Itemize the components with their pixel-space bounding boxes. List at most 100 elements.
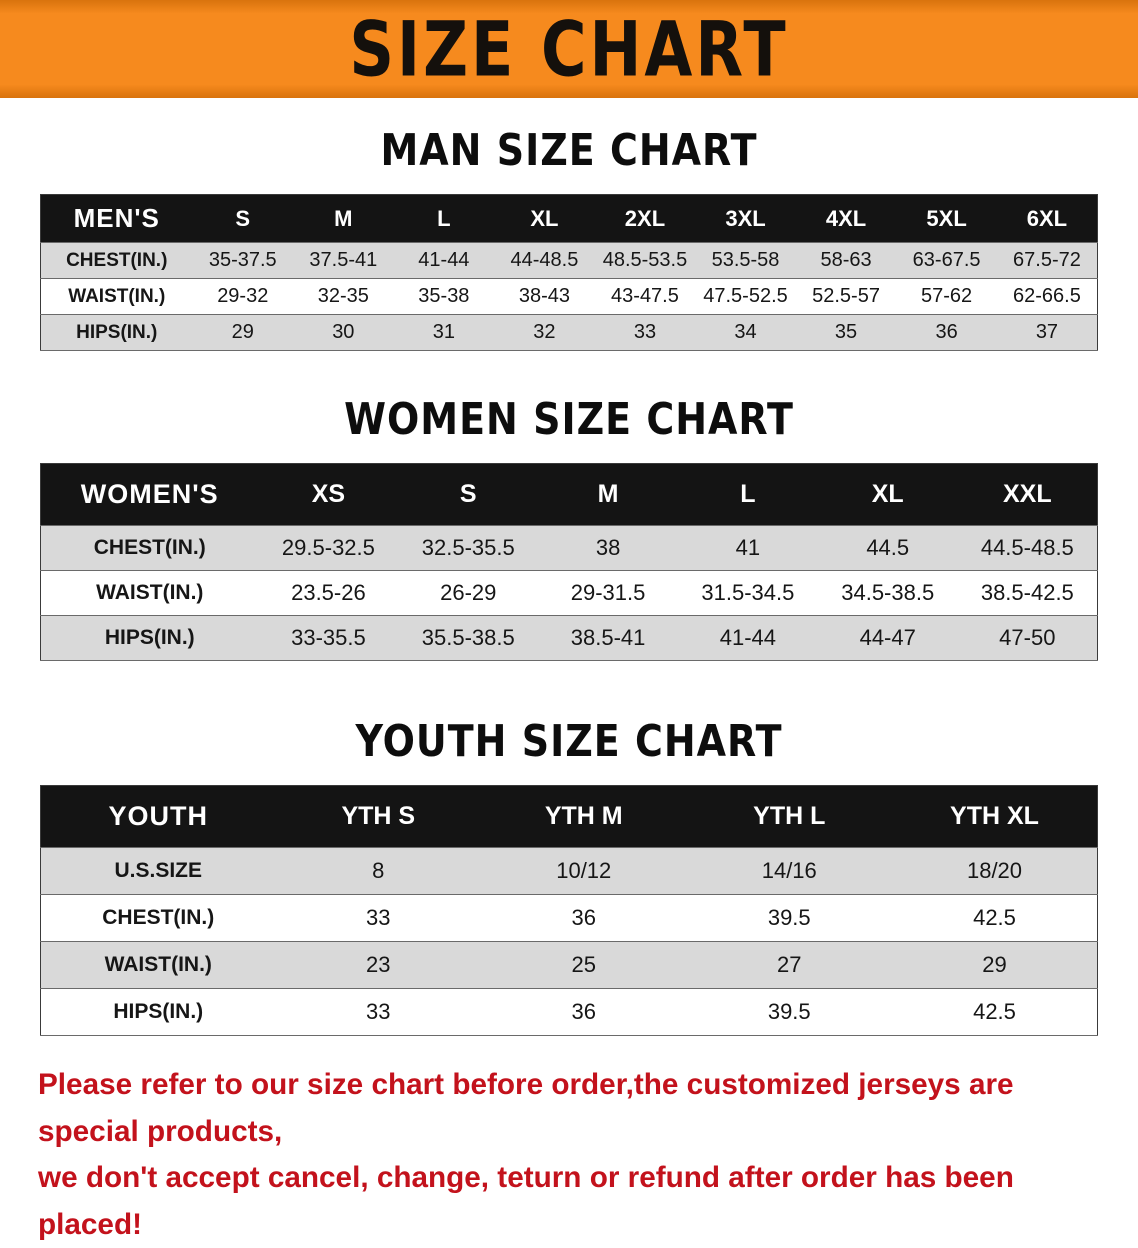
table-row: CHEST(IN.) 29.5-32.5 32.5-35.5 38 41 44.5 44.5… xyxy=(40,525,1098,571)
size-header-cell: XXL xyxy=(957,463,1098,526)
disclaimer-line-2: we don't accept cancel, change, teturn o… xyxy=(38,1161,1014,1241)
value-cell: 35-38 xyxy=(393,278,495,315)
value-cell: 39.5 xyxy=(686,894,892,942)
table-row: HIPS(IN.) 33-35.5 35.5-38.5 38.5-41 41-44 44-… xyxy=(40,615,1098,661)
value-cell: 41-44 xyxy=(393,242,495,279)
size-header-cell: S xyxy=(192,194,294,243)
size-header-cell: YTH M xyxy=(481,785,687,848)
value-cell: 36 xyxy=(896,314,997,351)
value-cell: 41 xyxy=(677,525,818,571)
value-cell: 44-47 xyxy=(817,615,958,661)
row-label-cell: U.S.SIZE xyxy=(40,847,276,895)
value-cell: 34 xyxy=(695,314,796,351)
page-title: SIZE CHART xyxy=(349,4,789,94)
value-cell: 18/20 xyxy=(892,847,1098,895)
table-row: CHEST(IN.) 35-37.5 37.5-41 41-44 44-48.5 48.5… xyxy=(40,242,1098,279)
table-row: HIPS(IN.) 29 30 31 32 33 34 35 36 37 xyxy=(40,314,1098,351)
row-label-cell: HIPS(IN.) xyxy=(40,615,259,661)
value-cell: 47-50 xyxy=(957,615,1098,661)
value-cell: 44.5 xyxy=(817,525,958,571)
value-cell: 47.5-52.5 xyxy=(695,278,796,315)
value-cell: 41-44 xyxy=(677,615,818,661)
value-cell: 31 xyxy=(393,314,495,351)
size-header-cell: XL xyxy=(817,463,958,526)
size-header-cell: 6XL xyxy=(996,194,1098,243)
size-header-cell: L xyxy=(677,463,818,526)
value-cell: 67.5-72 xyxy=(996,242,1098,279)
value-cell: 32 xyxy=(494,314,595,351)
value-cell: 8 xyxy=(275,847,481,895)
value-cell: 42.5 xyxy=(892,988,1098,1036)
value-cell: 52.5-57 xyxy=(795,278,897,315)
size-header-cell: 5XL xyxy=(896,194,997,243)
value-cell: 38.5-41 xyxy=(538,615,678,661)
value-cell: 38-43 xyxy=(494,278,595,315)
value-cell: 27 xyxy=(686,941,892,989)
value-cell: 63-67.5 xyxy=(896,242,997,279)
size-header-cell: XL xyxy=(494,194,595,243)
value-cell: 36 xyxy=(481,988,687,1036)
youth-size-table: YOUTH YTH S YTH M YTH L YTH XL U.S.SIZE 8 10/12… xyxy=(40,785,1098,1036)
value-cell: 44.5-48.5 xyxy=(957,525,1098,571)
value-cell: 35-37.5 xyxy=(192,242,294,279)
size-header-cell: XS xyxy=(258,463,399,526)
value-cell: 58-63 xyxy=(795,242,897,279)
value-cell: 23 xyxy=(275,941,481,989)
table-row: CHEST(IN.) 33 36 39.5 42.5 xyxy=(40,894,1098,942)
value-cell: 32-35 xyxy=(293,278,394,315)
value-cell: 14/16 xyxy=(686,847,892,895)
value-cell: 29 xyxy=(192,314,294,351)
row-label-cell: CHEST(IN.) xyxy=(40,894,276,942)
value-cell: 37 xyxy=(996,314,1098,351)
size-header-cell: YTH L xyxy=(686,785,892,848)
table-row: WAIST(IN.) 23.5-26 26-29 29-31.5 31.5-34.5 34… xyxy=(40,570,1098,616)
size-header-cell: 4XL xyxy=(795,194,897,243)
value-cell: 44-48.5 xyxy=(494,242,595,279)
size-header-cell: S xyxy=(398,463,539,526)
row-label-cell: WAIST(IN.) xyxy=(40,941,276,989)
men-size-table: MEN'S S M L XL 2XL 3XL 4XL 5XL 6XL CHEST(IN.) 35-37… xyxy=(40,194,1098,351)
row-label-cell: WAIST(IN.) xyxy=(40,570,259,616)
value-cell: 57-62 xyxy=(896,278,997,315)
value-cell: 38 xyxy=(538,525,678,571)
value-cell: 35 xyxy=(795,314,897,351)
value-cell: 37.5-41 xyxy=(293,242,394,279)
men-section-heading: MAN SIZE CHART xyxy=(380,124,758,176)
table-title-cell: YOUTH xyxy=(40,785,276,848)
youth-section: YOUTH SIZE CHART YOUTH YTH S YTH M YTH L YTH… xyxy=(0,716,1138,1036)
value-cell: 29-31.5 xyxy=(538,570,678,616)
table-row: WAIST(IN.) 23 25 27 29 xyxy=(40,941,1098,989)
value-cell: 32.5-35.5 xyxy=(398,525,539,571)
row-label-cell: CHEST(IN.) xyxy=(40,242,193,279)
table-header-row: MEN'S S M L XL 2XL 3XL 4XL 5XL 6XL xyxy=(40,194,1098,243)
disclaimer: Please refer to our size chart before or… xyxy=(38,1062,1089,1248)
size-header-cell: 2XL xyxy=(594,194,696,243)
women-size-table: WOMEN'S XS S M L XL XXL CHEST(IN.) 29.5-32.5 32.5… xyxy=(40,463,1098,661)
disclaimer-line-1: Please refer to our size chart before or… xyxy=(38,1068,1014,1148)
table-title-cell: WOMEN'S xyxy=(40,463,259,526)
value-cell: 62-66.5 xyxy=(996,278,1098,315)
value-cell: 10/12 xyxy=(481,847,687,895)
value-cell: 33 xyxy=(275,894,481,942)
value-cell: 29 xyxy=(892,941,1098,989)
size-header-cell: YTH S xyxy=(275,785,481,848)
banner: SIZE CHART xyxy=(0,0,1138,98)
size-header-cell: 3XL xyxy=(695,194,796,243)
value-cell: 23.5-26 xyxy=(258,570,399,616)
men-section: MAN SIZE CHART MEN'S S M L XL 2XL 3XL 4XL 5XL 6XL… xyxy=(0,124,1138,351)
value-cell: 39.5 xyxy=(686,988,892,1036)
value-cell: 43-47.5 xyxy=(594,278,696,315)
value-cell: 38.5-42.5 xyxy=(957,570,1098,616)
value-cell: 48.5-53.5 xyxy=(594,242,696,279)
table-header-row: WOMEN'S XS S M L XL XXL xyxy=(40,463,1098,526)
value-cell: 53.5-58 xyxy=(695,242,796,279)
value-cell: 30 xyxy=(293,314,394,351)
women-section-heading: WOMEN SIZE CHART xyxy=(344,393,794,445)
value-cell: 34.5-38.5 xyxy=(817,570,958,616)
value-cell: 26-29 xyxy=(398,570,539,616)
value-cell: 33-35.5 xyxy=(258,615,399,661)
table-header-row: YOUTH YTH S YTH M YTH L YTH XL xyxy=(40,785,1098,848)
size-header-cell: YTH XL xyxy=(892,785,1098,848)
table-row: U.S.SIZE 8 10/12 14/16 18/20 xyxy=(40,847,1098,895)
